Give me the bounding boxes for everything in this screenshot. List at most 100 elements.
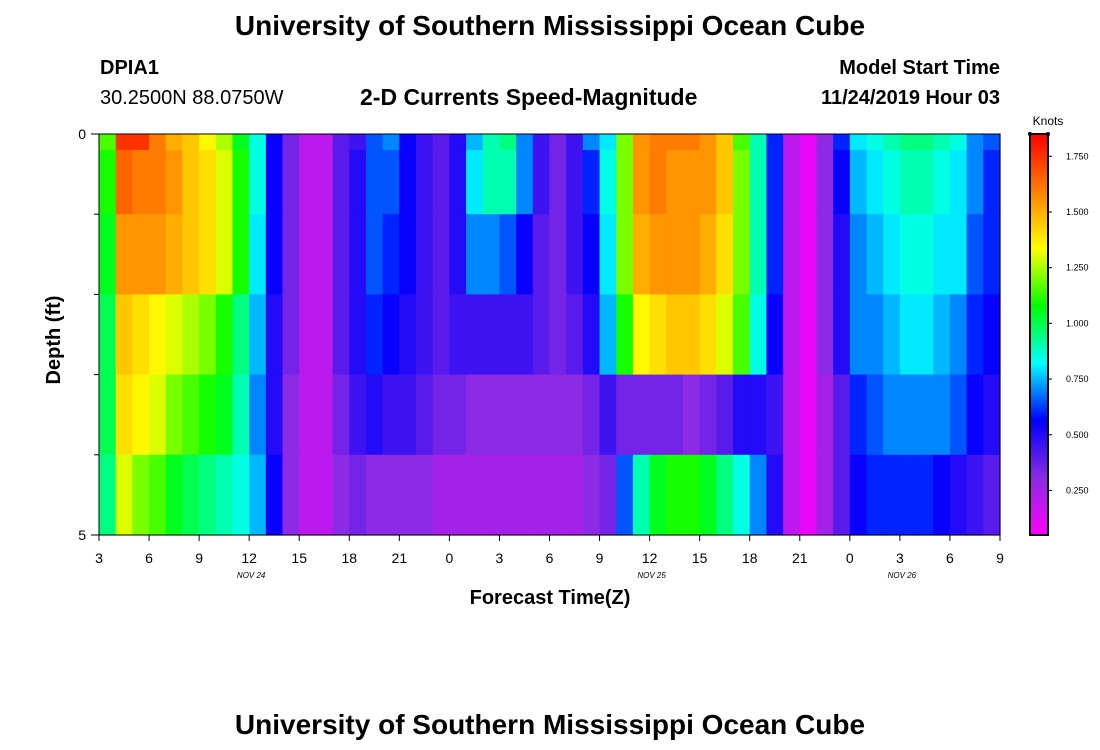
heat-cell	[666, 150, 684, 215]
heat-cell	[399, 214, 417, 295]
heat-cell	[332, 214, 350, 295]
heat-cell	[799, 214, 818, 295]
model-start-label: Model Start Time	[839, 57, 1000, 79]
heat-cell	[749, 134, 768, 151]
heat-cell	[349, 134, 367, 151]
heat-cell	[866, 294, 884, 376]
heat-cell	[766, 294, 784, 376]
heat-cell	[549, 134, 567, 151]
heat-cell	[282, 374, 300, 456]
heat-cell	[416, 294, 434, 376]
heat-cell	[249, 150, 267, 215]
date-label: NOV 26	[888, 571, 917, 580]
heat-cell	[99, 294, 117, 376]
heat-cell	[432, 134, 450, 151]
heat-cell	[299, 294, 317, 376]
heat-cell	[416, 374, 434, 456]
heat-cell	[616, 294, 634, 376]
heat-cell	[949, 294, 968, 376]
x-tick-label: 0	[445, 550, 453, 566]
x-tick-label: 15	[692, 550, 708, 566]
heat-cell	[933, 374, 951, 456]
heat-cell	[649, 374, 667, 456]
heat-cell	[132, 374, 150, 456]
heat-cell	[599, 214, 617, 295]
heat-cell	[482, 454, 501, 536]
heat-cell	[816, 214, 834, 295]
heat-cell	[816, 374, 834, 456]
heat-cell	[249, 454, 267, 536]
heat-cell	[983, 134, 1001, 151]
heat-cell	[516, 214, 534, 295]
heat-cell	[115, 294, 133, 376]
heat-cell	[382, 134, 400, 151]
heat-cell	[799, 150, 818, 215]
heat-cell	[149, 294, 167, 376]
heat-cell	[299, 150, 317, 215]
heat-cell	[899, 150, 918, 215]
heat-cell	[649, 294, 667, 376]
x-axis: 3 6 9 12 15 18 21 0 3 6 9 12 15 18 21 0 3 6 9 NOV 24 NOV 25 N…	[95, 535, 1004, 580]
heat-cell	[215, 214, 234, 295]
heat-cell	[849, 454, 868, 536]
heat-cell	[349, 150, 367, 215]
colorbar-gradient	[1029, 133, 1049, 536]
heat-cell	[849, 134, 868, 151]
x-tick-label: 12	[241, 550, 257, 566]
heat-cell	[616, 374, 634, 456]
heat-cell	[232, 374, 250, 456]
heat-cell	[399, 374, 417, 456]
heat-cell	[182, 374, 200, 456]
heat-cell	[466, 150, 484, 215]
heat-cell	[215, 374, 234, 456]
heat-cell	[399, 134, 417, 151]
heat-cell	[516, 374, 534, 456]
heat-cell	[649, 134, 667, 151]
heat-cell	[132, 454, 150, 536]
x-tick-label: 3	[496, 550, 504, 566]
heat-cell	[966, 294, 984, 376]
x-tick-label: 9	[195, 550, 203, 566]
heat-cell	[916, 134, 934, 151]
heat-cell	[282, 294, 300, 376]
heat-cell	[549, 374, 567, 456]
heat-cell	[682, 150, 701, 215]
heat-cell	[182, 454, 200, 536]
heat-cell	[299, 134, 317, 151]
heat-cell	[215, 294, 234, 376]
heat-cell	[582, 454, 601, 536]
heat-cell	[666, 454, 684, 536]
heat-cell	[582, 294, 601, 376]
heat-cell	[399, 454, 417, 536]
heat-cell	[516, 134, 534, 151]
heat-cell	[699, 134, 717, 151]
heat-cell	[566, 374, 584, 456]
heat-cell	[733, 150, 751, 215]
heat-cell	[549, 214, 567, 295]
heat-cell	[115, 214, 133, 295]
colorbar-tick-label: 1.000	[1066, 318, 1089, 328]
colorbar-corner	[1028, 132, 1032, 136]
heat-cell	[632, 454, 651, 536]
heat-cell	[783, 374, 801, 456]
heat-cell	[365, 374, 384, 456]
heat-cell	[616, 214, 634, 295]
heat-cell	[949, 150, 968, 215]
heat-cell	[466, 454, 484, 536]
heat-cell	[566, 294, 584, 376]
heat-cell	[749, 454, 768, 536]
x-tick-label: 18	[742, 550, 758, 566]
heat-cell	[566, 214, 584, 295]
heat-cell	[382, 150, 400, 215]
x-tick-label: 9	[596, 550, 604, 566]
heat-cell	[749, 294, 768, 376]
heat-cell	[199, 294, 217, 376]
heat-cell	[833, 150, 851, 215]
heat-cell	[949, 134, 968, 151]
heat-cell	[566, 150, 584, 215]
heat-cell	[766, 134, 784, 151]
x-tick-label: 12	[642, 550, 658, 566]
heat-cell	[933, 214, 951, 295]
heat-cell	[365, 150, 384, 215]
